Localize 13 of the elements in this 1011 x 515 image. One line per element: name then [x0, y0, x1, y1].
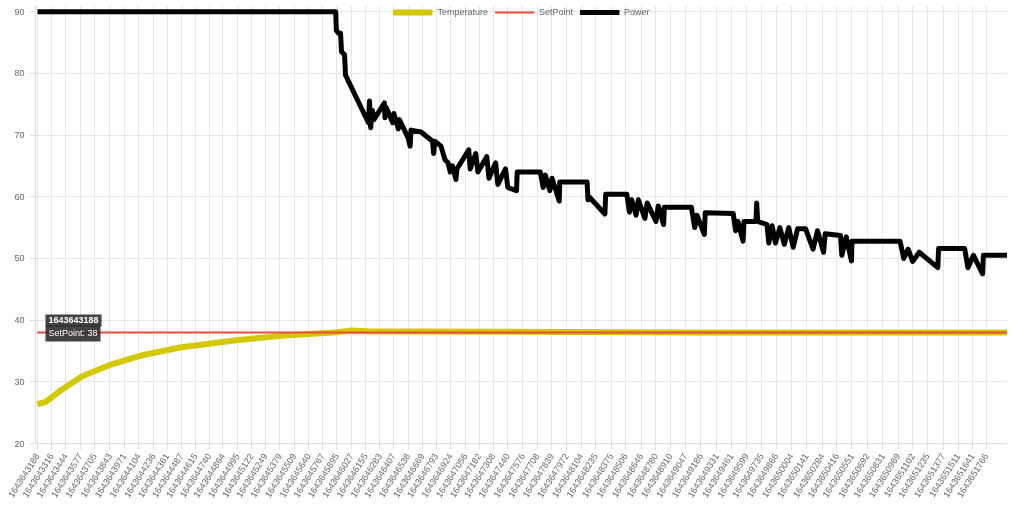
y-tick-label: 60 — [14, 191, 25, 202]
annotation: 1643643188 — [48, 315, 99, 326]
legend-label: Power — [624, 7, 650, 17]
y-tick-label: 50 — [14, 253, 25, 264]
y-tick-label: 40 — [14, 315, 25, 326]
legend-label: Temperature — [437, 7, 488, 17]
y-tick-label: 70 — [14, 130, 25, 141]
y-tick-label: 80 — [14, 68, 25, 79]
y-tick-label: 90 — [14, 6, 25, 17]
y-tick-label: 30 — [14, 376, 25, 387]
annotation: SetPoint: 38 — [48, 328, 98, 339]
legend-label: SetPoint — [538, 7, 574, 17]
y-tick-label: 20 — [14, 438, 25, 449]
